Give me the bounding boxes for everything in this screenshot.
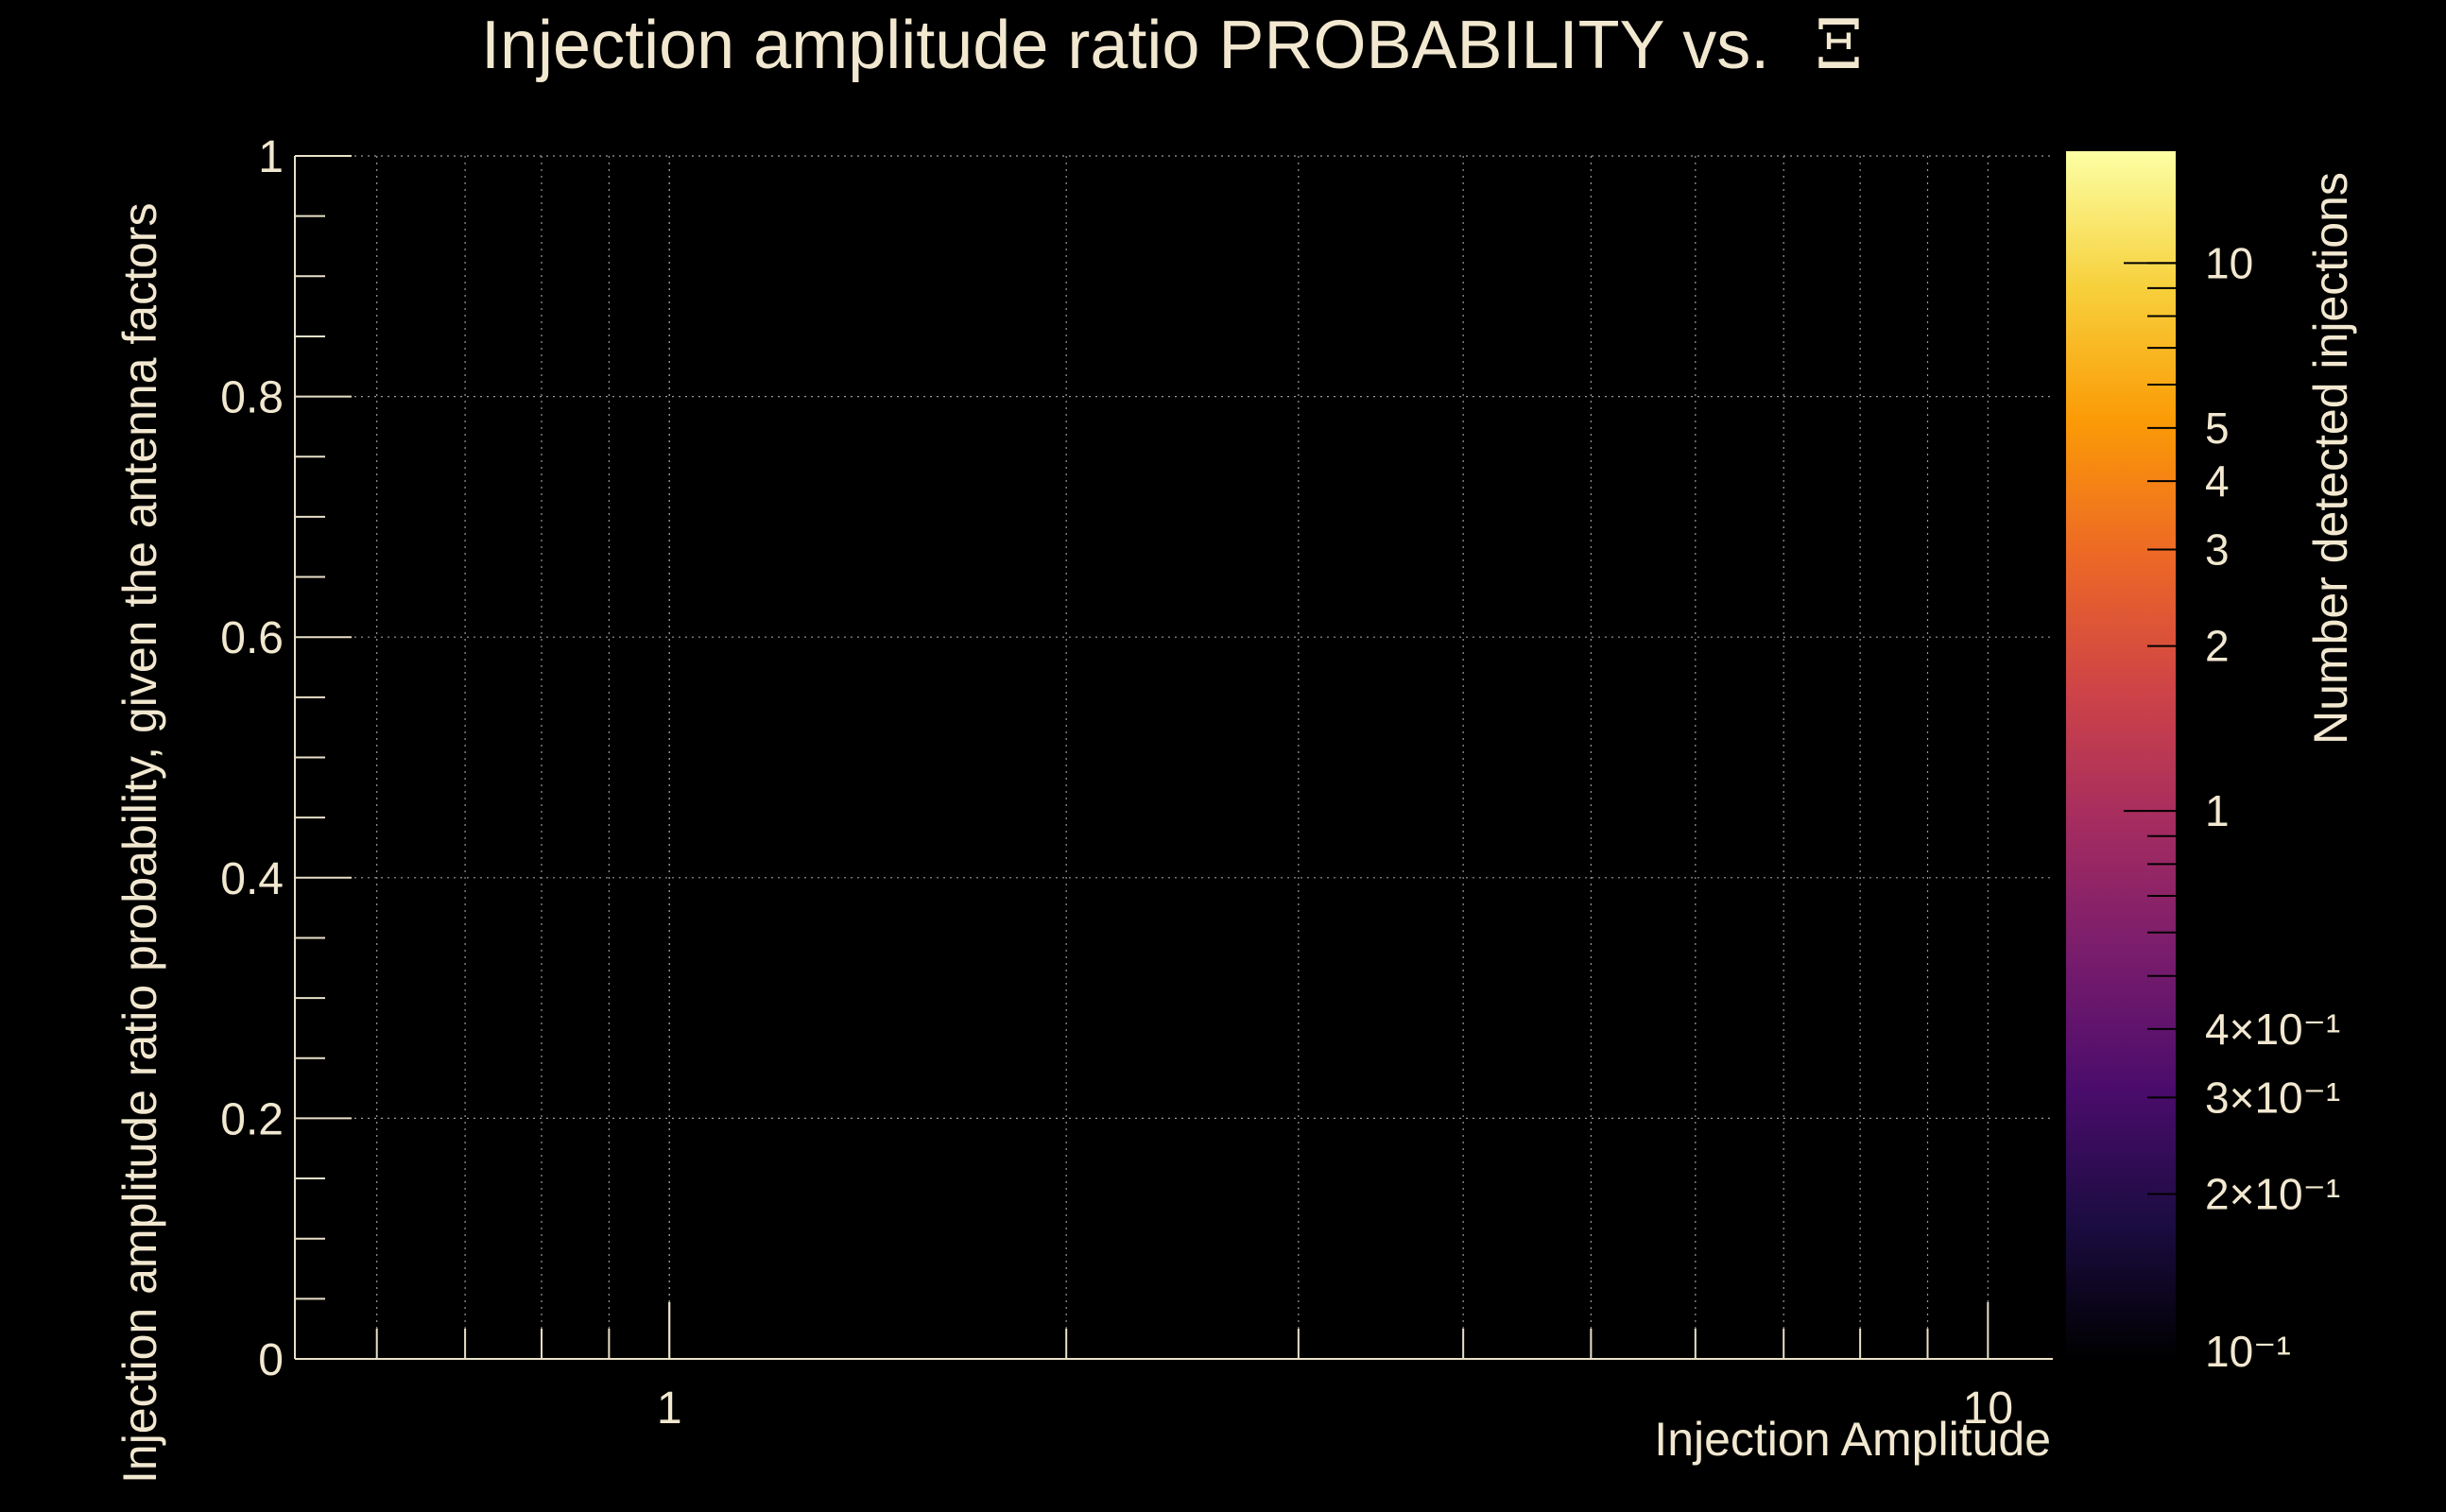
axes: 0 0.2 0.4 0.6 0.8 1 1 10 [220,132,2053,1434]
colorbar-tick-label: 2 [2205,622,2230,671]
colorbar-tick-label: 3×10⁻¹ [2205,1073,2340,1122]
x-tick-label: 1 [657,1383,682,1434]
y-tick-label: 0.6 [220,613,284,663]
colorbar-tick-label: 3 [2205,525,2230,575]
y-tick-label: 0.8 [220,373,284,423]
y-tick-label: 0.2 [220,1094,284,1144]
y-tick-label: 1 [258,132,284,182]
chart-title-text: Injection amplitude ratio PROBABILITY vs… [481,8,1769,83]
y-tick-label: 0.4 [220,854,284,904]
colorbar-tick-label: 5 [2205,404,2230,453]
y-axis-title: Injection amplitude ratio probability, g… [113,203,166,1484]
colorbar-tick-label: 4 [2205,456,2230,506]
colorbar: 10 54 3 2 1 4×10⁻¹ 3×10⁻¹ 2×10⁻¹ 10⁻¹ [2066,151,2340,1376]
x-axis-title: Injection Amplitude [1654,1413,2051,1466]
chart-title: Injection amplitude ratio PROBABILITY vs… [481,5,1863,84]
colorbar-tick-label: 1 [2205,786,2230,835]
colorbar-gradient [2066,151,2176,1359]
colorbar-tick-label: 2×10⁻¹ [2205,1169,2340,1218]
chart-title-symbol: Ξ [1815,5,1863,84]
colorbar-tick-label: 10 [2205,238,2253,287]
y-tick-label: 0 [258,1335,284,1385]
colorbar-tick-label: 10⁻¹ [2205,1327,2291,1376]
colorbar-tick-label: 4×10⁻¹ [2205,1005,2340,1054]
colorbar-title: Number detected injections [2304,172,2357,745]
x-tick-label: 10 [1963,1383,2013,1434]
